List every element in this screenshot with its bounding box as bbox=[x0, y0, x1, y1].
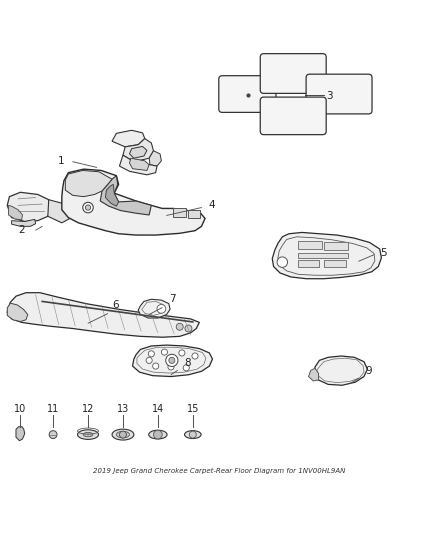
Circle shape bbox=[157, 304, 166, 313]
Circle shape bbox=[161, 349, 167, 355]
FancyBboxPatch shape bbox=[187, 210, 200, 217]
Text: 13: 13 bbox=[117, 403, 129, 414]
Circle shape bbox=[85, 205, 91, 210]
Text: 10: 10 bbox=[14, 403, 26, 414]
Circle shape bbox=[49, 431, 57, 439]
Polygon shape bbox=[123, 139, 153, 161]
Circle shape bbox=[83, 203, 93, 213]
Circle shape bbox=[120, 431, 127, 438]
Polygon shape bbox=[7, 293, 199, 337]
FancyBboxPatch shape bbox=[324, 261, 346, 268]
Circle shape bbox=[148, 351, 154, 357]
FancyBboxPatch shape bbox=[260, 97, 326, 135]
Circle shape bbox=[183, 365, 189, 371]
Text: 4: 4 bbox=[208, 200, 215, 211]
Text: 5: 5 bbox=[381, 248, 387, 259]
Polygon shape bbox=[149, 151, 161, 166]
Polygon shape bbox=[112, 130, 145, 147]
Circle shape bbox=[169, 357, 175, 364]
Text: 11: 11 bbox=[47, 403, 59, 414]
Ellipse shape bbox=[78, 430, 99, 439]
Circle shape bbox=[179, 350, 185, 356]
Polygon shape bbox=[12, 220, 35, 227]
Polygon shape bbox=[308, 368, 318, 381]
Ellipse shape bbox=[149, 430, 167, 439]
Polygon shape bbox=[100, 176, 151, 215]
Polygon shape bbox=[138, 299, 170, 318]
Polygon shape bbox=[48, 200, 73, 223]
Text: 15: 15 bbox=[187, 403, 199, 414]
FancyBboxPatch shape bbox=[219, 76, 276, 112]
Text: 2: 2 bbox=[18, 225, 25, 235]
Text: 6: 6 bbox=[112, 300, 119, 310]
Text: 12: 12 bbox=[82, 403, 94, 414]
Polygon shape bbox=[7, 303, 28, 321]
Polygon shape bbox=[133, 345, 212, 376]
Polygon shape bbox=[62, 169, 205, 235]
Polygon shape bbox=[313, 356, 367, 385]
Circle shape bbox=[277, 257, 288, 268]
Ellipse shape bbox=[83, 432, 93, 437]
Circle shape bbox=[146, 357, 152, 364]
Circle shape bbox=[192, 353, 198, 359]
Text: 3: 3 bbox=[326, 91, 332, 101]
Text: 2019 Jeep Grand Cherokee Carpet-Rear Floor Diagram for 1NV00HL9AN: 2019 Jeep Grand Cherokee Carpet-Rear Flo… bbox=[93, 468, 345, 474]
FancyBboxPatch shape bbox=[297, 260, 319, 266]
Circle shape bbox=[185, 325, 192, 332]
FancyBboxPatch shape bbox=[173, 208, 186, 217]
Circle shape bbox=[166, 354, 178, 367]
Circle shape bbox=[168, 364, 174, 370]
Circle shape bbox=[152, 363, 159, 369]
FancyBboxPatch shape bbox=[324, 242, 348, 250]
Polygon shape bbox=[7, 192, 51, 222]
Polygon shape bbox=[65, 171, 112, 197]
Polygon shape bbox=[272, 232, 381, 279]
FancyBboxPatch shape bbox=[297, 241, 321, 249]
Polygon shape bbox=[106, 184, 119, 206]
Ellipse shape bbox=[184, 431, 201, 439]
Text: 7: 7 bbox=[169, 294, 175, 304]
Circle shape bbox=[189, 431, 196, 438]
FancyBboxPatch shape bbox=[260, 54, 326, 93]
Ellipse shape bbox=[112, 429, 134, 440]
Text: 14: 14 bbox=[152, 403, 164, 414]
Circle shape bbox=[153, 430, 162, 439]
Polygon shape bbox=[9, 205, 22, 220]
Text: 1: 1 bbox=[57, 156, 64, 166]
Polygon shape bbox=[16, 427, 25, 441]
FancyBboxPatch shape bbox=[306, 74, 372, 114]
Text: 8: 8 bbox=[184, 358, 191, 368]
Circle shape bbox=[176, 323, 183, 330]
Polygon shape bbox=[130, 147, 147, 158]
Polygon shape bbox=[130, 158, 149, 171]
Text: 9: 9 bbox=[365, 366, 372, 376]
FancyBboxPatch shape bbox=[297, 253, 348, 258]
Ellipse shape bbox=[117, 431, 130, 438]
Polygon shape bbox=[120, 155, 157, 175]
